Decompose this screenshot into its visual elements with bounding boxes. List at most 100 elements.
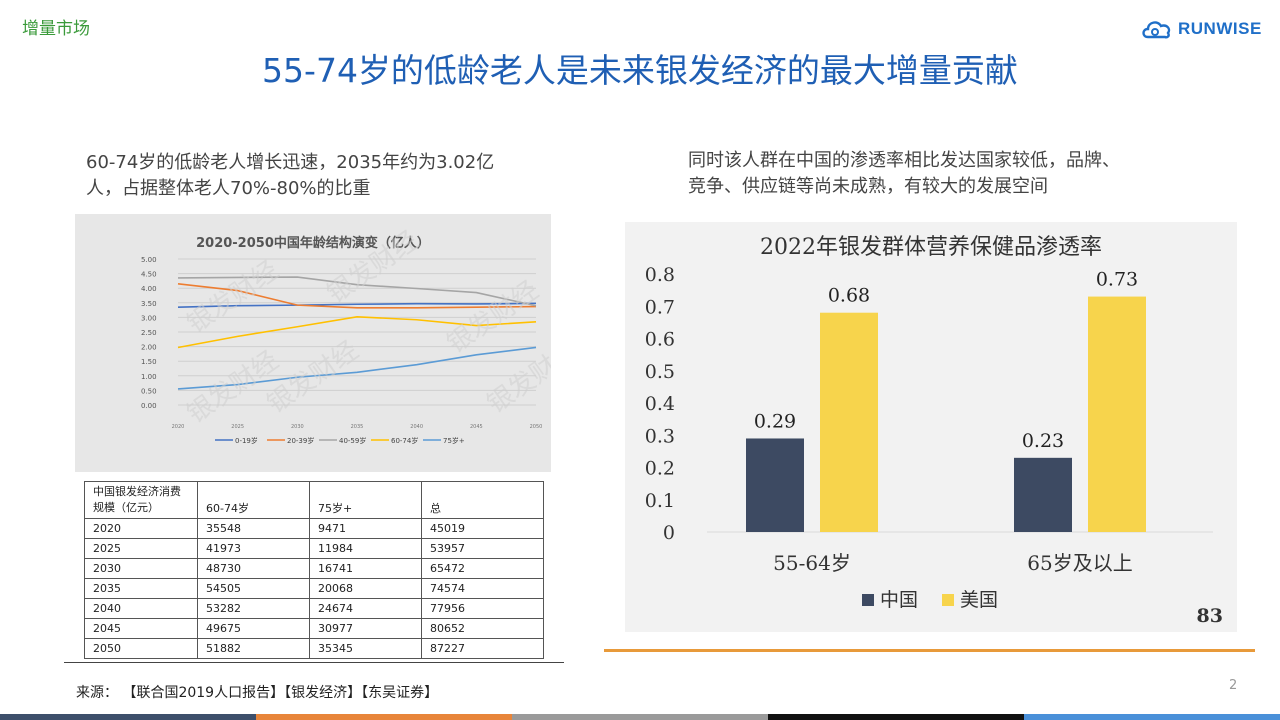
- x-tick-label: 2035: [351, 424, 364, 430]
- y-tick-label: 0.6: [645, 329, 675, 351]
- table-row: 2020 35548 9471 45019: [84, 518, 544, 539]
- table-cell: 2020: [84, 518, 198, 539]
- data-label: 0.73: [1096, 269, 1138, 291]
- table-cell: 41973: [197, 538, 310, 559]
- y-tick-label: 1.50: [141, 358, 157, 366]
- bar: [820, 312, 878, 532]
- right-description-line: 同时该人群在中国的渗透率相比发达国家较低，品牌、: [688, 150, 1120, 171]
- left-divider: [64, 662, 564, 663]
- left-description-line: 人，占据整体老人70%-80%的比重: [86, 178, 371, 199]
- table-row: 2025 41973 11984 53957: [84, 538, 544, 559]
- footer-color-segment: [256, 714, 512, 720]
- table-row: 2045 49675 30977 80652: [84, 618, 544, 639]
- table-cell: 30977: [309, 618, 422, 639]
- y-tick-label: 0.8: [645, 264, 675, 286]
- chart-title: 2020-2050中国年龄结构演变（亿人）: [196, 235, 430, 251]
- table-header-row: 中国银发经济消费 规模（亿元） 60-74岁 75岁+ 总: [84, 481, 544, 519]
- data-label: 0.68: [828, 285, 870, 307]
- table-cell: 74574: [421, 578, 544, 599]
- page-number: 2: [1229, 678, 1238, 693]
- series-line: [177, 346, 537, 390]
- y-tick-label: 5.00: [141, 256, 157, 264]
- x-tick-label: 2040: [410, 424, 423, 430]
- table-row: 2040 53282 24674 77956: [84, 598, 544, 619]
- footer-color-segment: [768, 714, 1024, 720]
- table-cell: 80652: [421, 618, 544, 639]
- age-structure-chart: 2020-2050中国年龄结构演变（亿人） 0.00 0.50 1.00 1.50 2.0…: [75, 214, 584, 472]
- table-header-cell: 总: [421, 481, 544, 519]
- x-tick-label: 2050: [530, 424, 543, 430]
- table-cell: 2040: [84, 598, 198, 619]
- x-tick-label: 2020: [172, 424, 185, 430]
- y-tick-label: 0.50: [141, 387, 157, 395]
- table-header-cell: 中国银发经济消费 规模（亿元）: [84, 481, 198, 519]
- logo-text: RUNWISE: [1178, 19, 1262, 38]
- y-tick-label: 0.4: [645, 393, 675, 415]
- y-tick-label: 2.00: [141, 344, 157, 352]
- right-description-line: 竞争、供应链等尚未成熟，有较大的发展空间: [688, 176, 1048, 197]
- data-label: 0.29: [754, 410, 796, 432]
- legend-label: 20-39岁: [287, 436, 314, 445]
- table-cell: 54505: [197, 578, 310, 599]
- section-tag: 增量市场: [22, 19, 90, 39]
- footer-color-segment: [512, 714, 768, 720]
- y-tick-label: 0.7: [645, 296, 675, 318]
- legend-label: 60-74岁: [391, 436, 418, 445]
- y-tick-label: 2.50: [141, 329, 157, 337]
- series-line: [177, 316, 537, 349]
- source-note: 来源： 【联合国2019人口报告】【银发经济】【东吴证券】: [76, 685, 439, 701]
- footer-color-segment: [1024, 714, 1280, 720]
- table-header-cell: 60-74岁: [197, 481, 310, 519]
- table-cell: 45019: [421, 518, 544, 539]
- y-tick-label: 0.2: [645, 458, 675, 480]
- page-title: 55-74岁的低龄老人是未来银发经济的最大增量贡献: [262, 51, 1018, 90]
- y-tick-label: 0.00: [141, 402, 157, 410]
- footer-color-bar: [0, 714, 1280, 720]
- y-tick-label: 4.50: [141, 271, 157, 279]
- table-cell: 2030: [84, 558, 198, 579]
- table-cell: 65472: [421, 558, 544, 579]
- consumption-table: 中国银发经济消费 规模（亿元） 60-74岁 75岁+ 总 2020 35548 9…: [84, 481, 544, 659]
- table-cell: 2025: [84, 538, 198, 559]
- table-cell: 35345: [309, 638, 422, 659]
- y-tick-label: 1.00: [141, 373, 157, 381]
- bar: [1088, 296, 1146, 532]
- legend-label: 75岁+: [443, 436, 465, 445]
- table-header-line: 规模（亿元）: [93, 501, 159, 514]
- brand-logo: RUNWISE: [1140, 16, 1262, 42]
- table-cell: 49675: [197, 618, 310, 639]
- right-divider: [604, 649, 1255, 652]
- table-row: 2050 51882 35345 87227: [84, 638, 544, 659]
- data-label: 0.23: [1022, 430, 1064, 452]
- chart-title: 2022年银发群体营养保健品渗透率: [760, 235, 1102, 260]
- series-line: [177, 283, 537, 309]
- table-cell: 2045: [84, 618, 198, 639]
- table-row: 2035 54505 20068 74574: [84, 578, 544, 599]
- table-header-cell: 75岁+: [309, 481, 422, 519]
- y-tick-label: 3.00: [141, 314, 157, 322]
- table-cell: 2050: [84, 638, 198, 659]
- page-badge: 83: [1197, 605, 1223, 627]
- table-cell: 53957: [421, 538, 544, 559]
- table-cell: 24674: [309, 598, 422, 619]
- y-tick-label: 0.3: [645, 425, 675, 447]
- y-tick-label: 3.50: [141, 300, 157, 308]
- y-tick-label: 0.5: [645, 361, 675, 383]
- x-tick-label: 2045: [470, 424, 483, 430]
- table-cell: 20068: [309, 578, 422, 599]
- table-cell: 16741: [309, 558, 422, 579]
- y-tick-label: 0.1: [645, 490, 675, 512]
- right-description: 同时该人群在中国的渗透率相比发达国家较低，品牌、 竞争、供应链等尚未成熟，有较大…: [688, 148, 1120, 200]
- series-line: [177, 276, 537, 307]
- table-cell: 35548: [197, 518, 310, 539]
- table-row: 2030 48730 16741 65472: [84, 558, 544, 579]
- penetration-chart: 2022年银发群体营养保健品渗透率 0 0.1 0.2 0.3 0.4 0.5 0.6 0.7 0…: [625, 222, 1237, 632]
- x-tick-label: 2030: [291, 424, 304, 430]
- x-tick-label: 55-64岁: [773, 551, 851, 575]
- legend-swatch: [942, 594, 954, 606]
- footer-color-segment: [0, 714, 256, 720]
- legend-label: 中国: [880, 589, 918, 611]
- table-cell: 53282: [197, 598, 310, 619]
- table-cell: 48730: [197, 558, 310, 579]
- y-tick-label: 0: [663, 522, 675, 544]
